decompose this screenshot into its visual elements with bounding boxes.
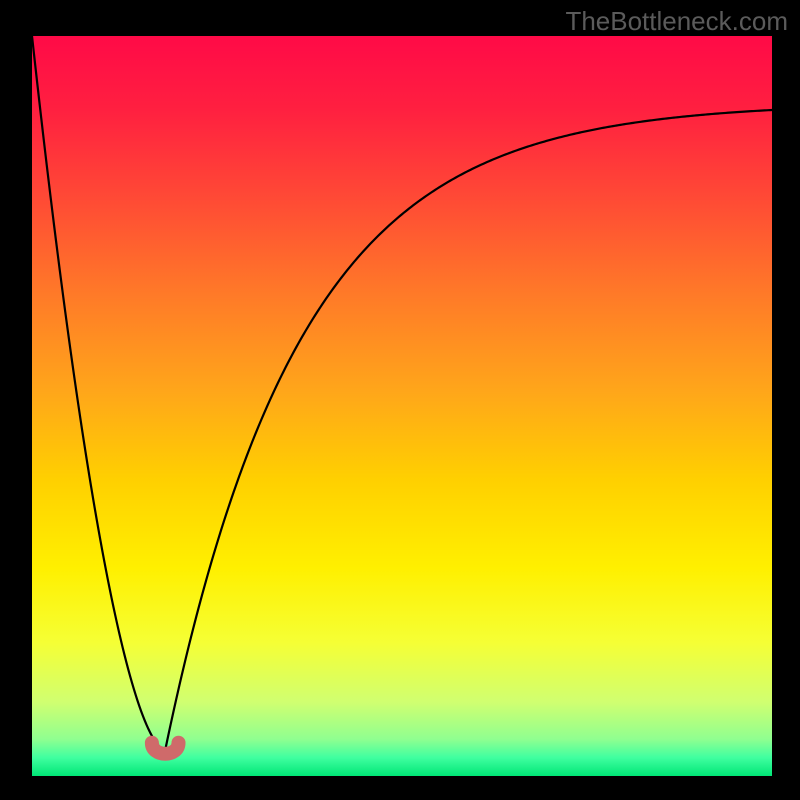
plot-area <box>32 36 772 776</box>
bottleneck-curve <box>32 36 772 750</box>
plot-svg <box>32 36 772 776</box>
dip-marker <box>152 743 179 754</box>
watermark-text: TheBottleneck.com <box>565 6 788 37</box>
